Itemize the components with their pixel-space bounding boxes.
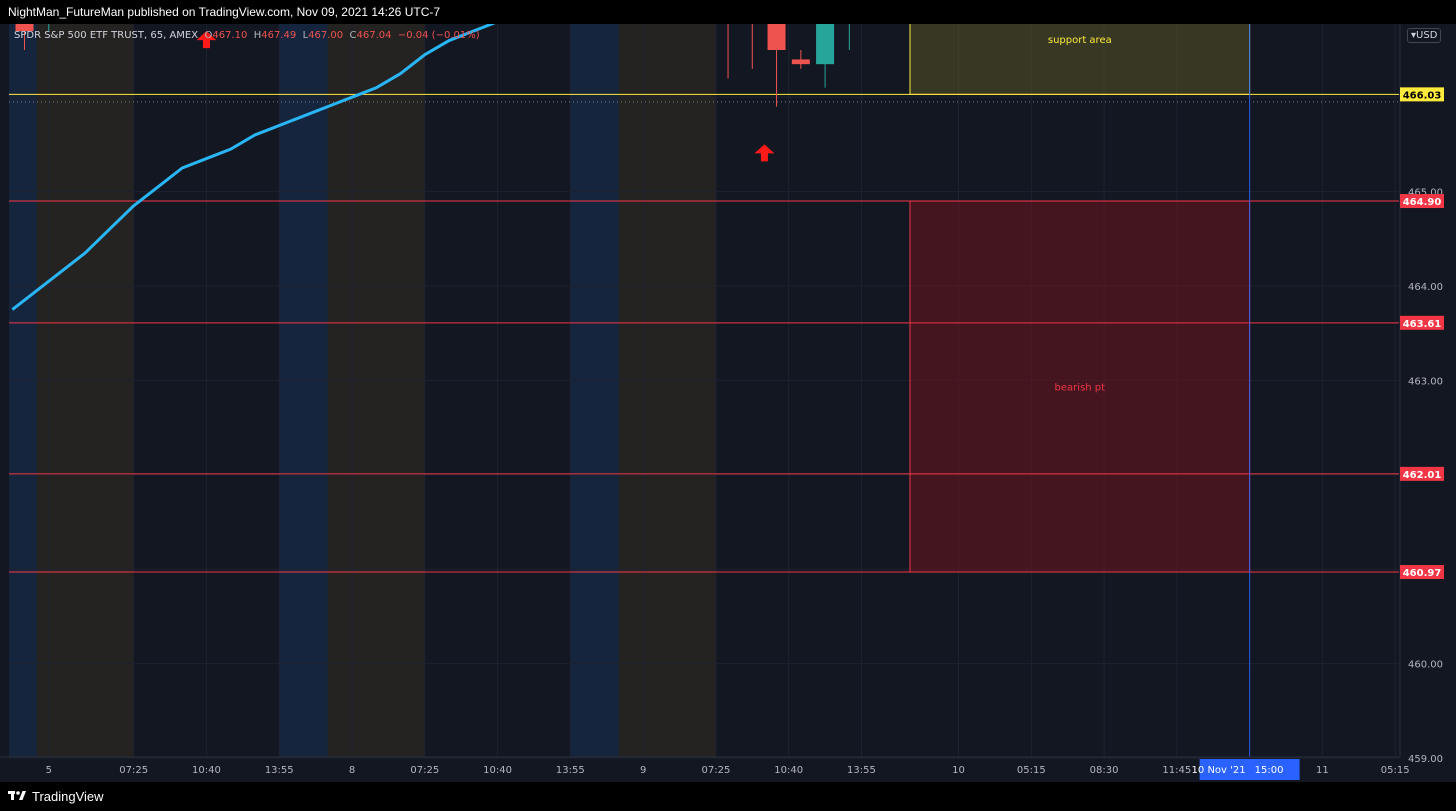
- price-badge: [1400, 466, 1444, 481]
- symbol-title: SPDR S&P 500 ETF TRUST, 65, AMEX: [14, 30, 199, 41]
- price-tick-label: 459.00: [1408, 754, 1443, 765]
- currency-button[interactable]: ▾USD: [1407, 28, 1442, 43]
- candle: [816, 24, 835, 88]
- publisher-bar: NightMan_FutureMan published on TradingV…: [0, 0, 1456, 24]
- candle: [727, 24, 729, 79]
- price-axis: [1400, 24, 1456, 757]
- time-tick-label: 05:15: [1017, 765, 1046, 776]
- close-label: C: [349, 30, 357, 41]
- symbol-legend: SPDR S&P 500 ETF TRUST, 65, AMEX O467.10…: [14, 30, 480, 41]
- time-tick-label: 13:55: [265, 765, 294, 776]
- session-band: [327, 24, 425, 757]
- close-value: 467.04: [356, 30, 392, 41]
- change-value: −0.04 (−0.01%): [397, 30, 480, 41]
- price-tick-label: 463.00: [1408, 376, 1443, 387]
- candle: [848, 24, 850, 50]
- candle: [15, 24, 34, 50]
- publisher-text: NightMan_FutureMan published on TradingV…: [8, 5, 441, 19]
- time-tick-label: 13:55: [556, 765, 585, 776]
- time-tick-label: 05:15: [1381, 765, 1410, 776]
- up-arrow-icon: [754, 144, 775, 162]
- dropdown-icon: ▾: [1411, 30, 1417, 41]
- price-badge-label: 466.03: [1403, 90, 1442, 101]
- support-zone: [909, 24, 1251, 95]
- session-band: [279, 24, 328, 757]
- tradingview-logo-icon: [8, 789, 26, 804]
- price-badge: [1400, 87, 1444, 102]
- price-badge: [1400, 565, 1444, 580]
- session-band: [9, 24, 37, 757]
- price-badge: [1400, 194, 1444, 209]
- price-badge-label: 462.01: [1403, 470, 1442, 481]
- up-arrow-icon: [196, 31, 217, 49]
- candle: [751, 24, 753, 69]
- time-tick-label: 9: [640, 765, 646, 776]
- open-label: O: [204, 30, 213, 41]
- time-tick-label: 07:25: [701, 765, 730, 776]
- candle: [767, 24, 786, 107]
- price-tick-label: 465.00: [1408, 188, 1443, 199]
- price-tick-label: 464.00: [1408, 282, 1443, 293]
- time-tick-label: 10: [952, 765, 965, 776]
- price-badge-label: 463.61: [1403, 319, 1442, 330]
- time-tick-label: 07:25: [119, 765, 148, 776]
- bearish-zone: [909, 200, 1251, 573]
- price-badge-label: 460.97: [1403, 568, 1442, 579]
- session-band: [570, 24, 619, 757]
- low-label: L: [302, 30, 309, 41]
- time-tick-label: 11: [1316, 765, 1329, 776]
- candle-body: [791, 59, 810, 65]
- candle-body: [816, 24, 835, 65]
- time-tick-label: 8: [349, 765, 355, 776]
- price-badge: [1400, 315, 1444, 330]
- candle-body: [767, 24, 786, 50]
- crosshair-date-label: 10 Nov '21: [1192, 765, 1246, 776]
- time-tick-label: 10:40: [483, 765, 512, 776]
- time-tick-label: 13:55: [847, 765, 876, 776]
- price-badge-label: 464.90: [1403, 197, 1442, 208]
- crosshair-time-badge: [1199, 759, 1300, 780]
- time-tick-label: 10:40: [192, 765, 221, 776]
- brand-name: TradingView: [32, 789, 104, 804]
- time-tick-label: 10:40: [774, 765, 803, 776]
- time-tick-label: 07:25: [410, 765, 439, 776]
- candle-body: [15, 24, 34, 32]
- price-tick-label: 460.00: [1408, 660, 1443, 671]
- session-band: [36, 24, 134, 757]
- candle: [791, 50, 810, 69]
- low-value: 467.00: [308, 30, 344, 41]
- currency-label: USD: [1416, 30, 1438, 41]
- time-tick-label: 08:30: [1090, 765, 1119, 776]
- high-value: 467.49: [261, 30, 297, 41]
- open-value: 467.10: [212, 30, 248, 41]
- time-tick-label: 11:45: [1162, 765, 1191, 776]
- bearish-zone-label: bearish pt: [1055, 383, 1106, 394]
- moving-average-line: [11, 24, 496, 311]
- footer-bar: TradingView: [0, 782, 1456, 811]
- crosshair-time-label: 15:00: [1255, 765, 1284, 776]
- support-zone-label: support area: [1048, 35, 1112, 46]
- time-tick-label: 5: [46, 765, 52, 776]
- high-label: H: [253, 30, 262, 41]
- session-band: [618, 24, 716, 757]
